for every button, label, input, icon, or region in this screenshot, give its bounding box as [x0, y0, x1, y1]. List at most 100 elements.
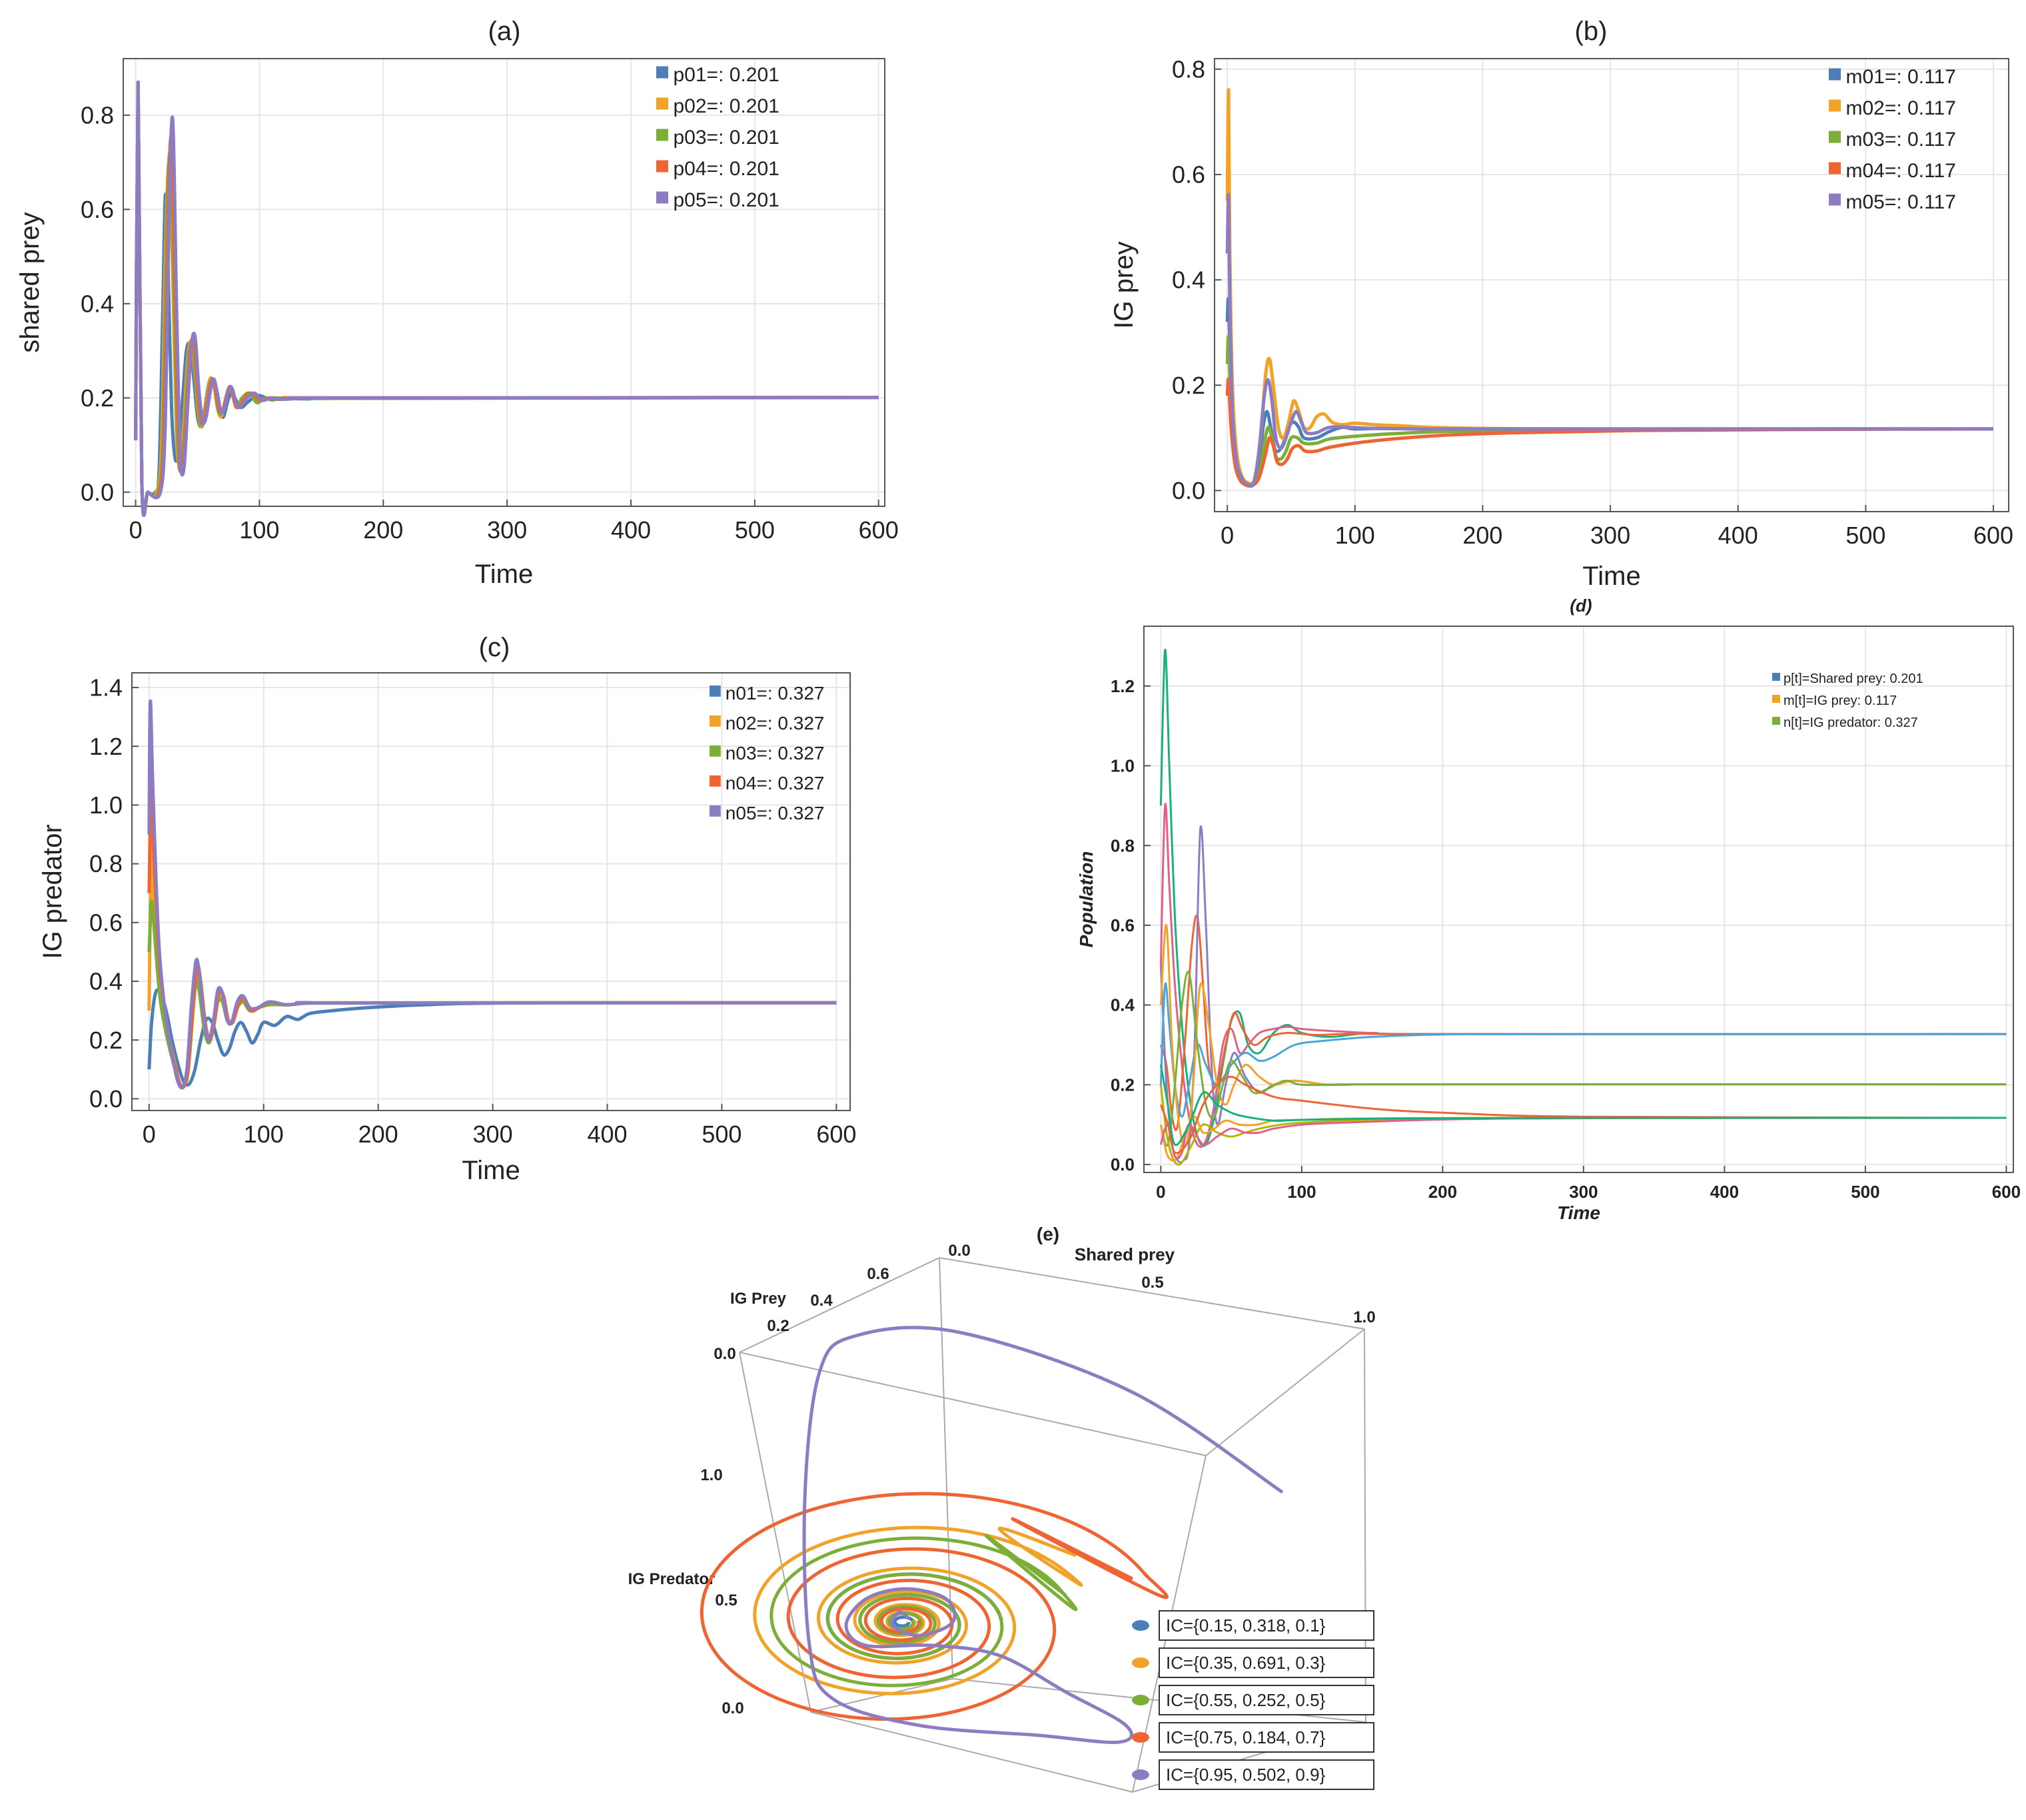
- x-tick-label: 200: [358, 1121, 398, 1148]
- box-edge: [1205, 1328, 1365, 1456]
- legend-marker: [1132, 1657, 1149, 1668]
- series-line-m05: [1225, 193, 1994, 488]
- series-line-p-green: [1159, 971, 2007, 1147]
- z-tick-label: 1.0: [700, 1466, 722, 1484]
- legend-entry: p03=: 0.201: [674, 127, 779, 149]
- y-tick-label: 1.2: [89, 733, 123, 760]
- y-tick-label: 1.0: [1111, 756, 1135, 776]
- legend-entry: p05=: 0.201: [674, 189, 779, 211]
- y-tick-label: 1.4: [89, 674, 123, 701]
- series-line-n05: [147, 699, 837, 1090]
- y-tick-label: 0.0: [1111, 1154, 1135, 1174]
- legend-box: [1159, 1610, 1374, 1641]
- legend-swatch: [710, 775, 721, 787]
- y-tick-label: 0.4: [89, 968, 123, 995]
- chart-panel-b: 0 100 200 300 400 500 600 0.0 0.2 0.4 0.6 0.8 (b) Tim…: [1109, 17, 2013, 591]
- legend-entry: IC={0.95, 0.502, 0.9}: [1166, 1765, 1326, 1785]
- chart-title: (a): [488, 17, 521, 46]
- y-axis-label: IG Prey: [730, 1290, 787, 1308]
- legend-swatch: [656, 160, 668, 173]
- legend-swatch: [710, 685, 721, 697]
- series-line-p05: [134, 80, 879, 517]
- legend-entry: n03=: 0.327: [726, 743, 825, 763]
- x-tick-label: 1.0: [1353, 1308, 1375, 1326]
- y-tick-label: 0.0: [714, 1345, 736, 1363]
- legend-entry: IC={0.35, 0.691, 0.3}: [1166, 1653, 1326, 1673]
- chart-panel-d: 0 100 200 300 400 500 600 0.0 0.2 0.4 0.6 0.8 1.0 1.2…: [1076, 596, 2021, 1223]
- legend-entry: p[t]=Shared prey: 0.201: [1783, 672, 1923, 686]
- legend-entry: n04=: 0.327: [726, 773, 825, 793]
- box-edge: [939, 1257, 1365, 1330]
- x-tick-label: 300: [473, 1121, 513, 1148]
- legend-entry: p02=: 0.201: [674, 95, 779, 117]
- x-tick-label: 300: [487, 516, 527, 544]
- legend-box: [1159, 1685, 1374, 1715]
- x-tick-label: 0: [143, 1121, 156, 1148]
- legend-swatch: [656, 129, 668, 141]
- series-line-m-teal: [1159, 1065, 2007, 1146]
- legend-swatch: [656, 97, 668, 110]
- y-tick-label: 0.6: [867, 1265, 889, 1283]
- y-axis-label: shared prey: [15, 212, 45, 352]
- legend-swatch: [710, 715, 721, 727]
- x-tick-label: 0: [1156, 1182, 1165, 1202]
- chart-panel-e: (e) Shared prey IG Prey IG Predator 0.0 0.5 1.…: [628, 1224, 1376, 1793]
- legend-entry: n[t]=IG predator: 0.327: [1783, 715, 1918, 730]
- legend-entry: n01=: 0.327: [726, 683, 825, 703]
- chart-title: (c): [479, 633, 510, 662]
- y-tick-label: 0.4: [810, 1292, 833, 1310]
- legend-swatch: [1772, 695, 1780, 703]
- x-tick-label: 400: [1718, 522, 1758, 549]
- legend-swatch: [1772, 717, 1780, 725]
- legend-swatch: [1829, 68, 1841, 81]
- x-tick-label: 0: [1221, 522, 1234, 549]
- z-tick-label: 0.5: [715, 1592, 737, 1609]
- x-tick-label: 600: [816, 1121, 856, 1148]
- legend-swatch: [1772, 673, 1780, 681]
- y-axis-label: IG predator: [38, 824, 67, 959]
- plot-frame: [123, 58, 885, 507]
- x-tick-label: 500: [1851, 1182, 1879, 1202]
- x-tick-label: 100: [1335, 522, 1375, 549]
- x-tick-label: 0: [129, 516, 143, 544]
- box-edge: [739, 1352, 811, 1713]
- z-tick-label: 0.0: [722, 1699, 744, 1717]
- z-axis-label: IG Predator: [628, 1570, 716, 1588]
- legend-marker: [1132, 1732, 1149, 1743]
- series-line-m04: [1225, 377, 1994, 488]
- x-axis-label: Time: [1557, 1202, 1600, 1223]
- series-line-n-red: [1159, 915, 2007, 1131]
- legend-swatch: [1829, 99, 1841, 112]
- chart-title: (e): [1037, 1224, 1059, 1244]
- chart-title: (b): [1575, 17, 1608, 46]
- legend-entry: n02=: 0.327: [726, 713, 825, 733]
- legend-marker: [1132, 1620, 1149, 1631]
- legend-swatch: [1829, 193, 1841, 206]
- x-tick-label: 300: [1569, 1182, 1598, 1202]
- y-tick-label: 0.4: [81, 290, 114, 317]
- legend-swatch: [656, 66, 668, 79]
- y-tick-label: 0.2: [89, 1027, 123, 1054]
- legend-swatch: [1829, 131, 1841, 143]
- legend-box: [1159, 1722, 1374, 1753]
- series-line-m-red: [1159, 1075, 2007, 1154]
- y-tick-label: 0.4: [1111, 995, 1135, 1015]
- x-tick-label: 200: [1428, 1182, 1457, 1202]
- box-edge: [810, 1678, 953, 1713]
- legend-swatch: [1829, 162, 1841, 175]
- legend-entry: p04=: 0.201: [674, 158, 779, 180]
- y-tick-label: 0.2: [767, 1317, 789, 1335]
- legend-entry: n05=: 0.327: [726, 803, 825, 823]
- box-edge: [739, 1352, 1207, 1456]
- legend-swatch: [656, 191, 668, 204]
- x-tick-label: 200: [1462, 522, 1502, 549]
- legend-entry: IC={0.55, 0.252, 0.5}: [1166, 1690, 1326, 1710]
- legend-marker: [1132, 1769, 1149, 1780]
- trajectory-ic-3: [769, 1534, 1078, 1687]
- x-tick-label: 500: [735, 516, 775, 544]
- y-tick-label: 0.8: [1172, 55, 1205, 83]
- x-tick-label: 500: [1845, 522, 1885, 549]
- x-tick-label: 100: [239, 516, 279, 544]
- x-tick-label: 600: [1992, 1182, 2021, 1202]
- x-tick-label: 400: [611, 516, 651, 544]
